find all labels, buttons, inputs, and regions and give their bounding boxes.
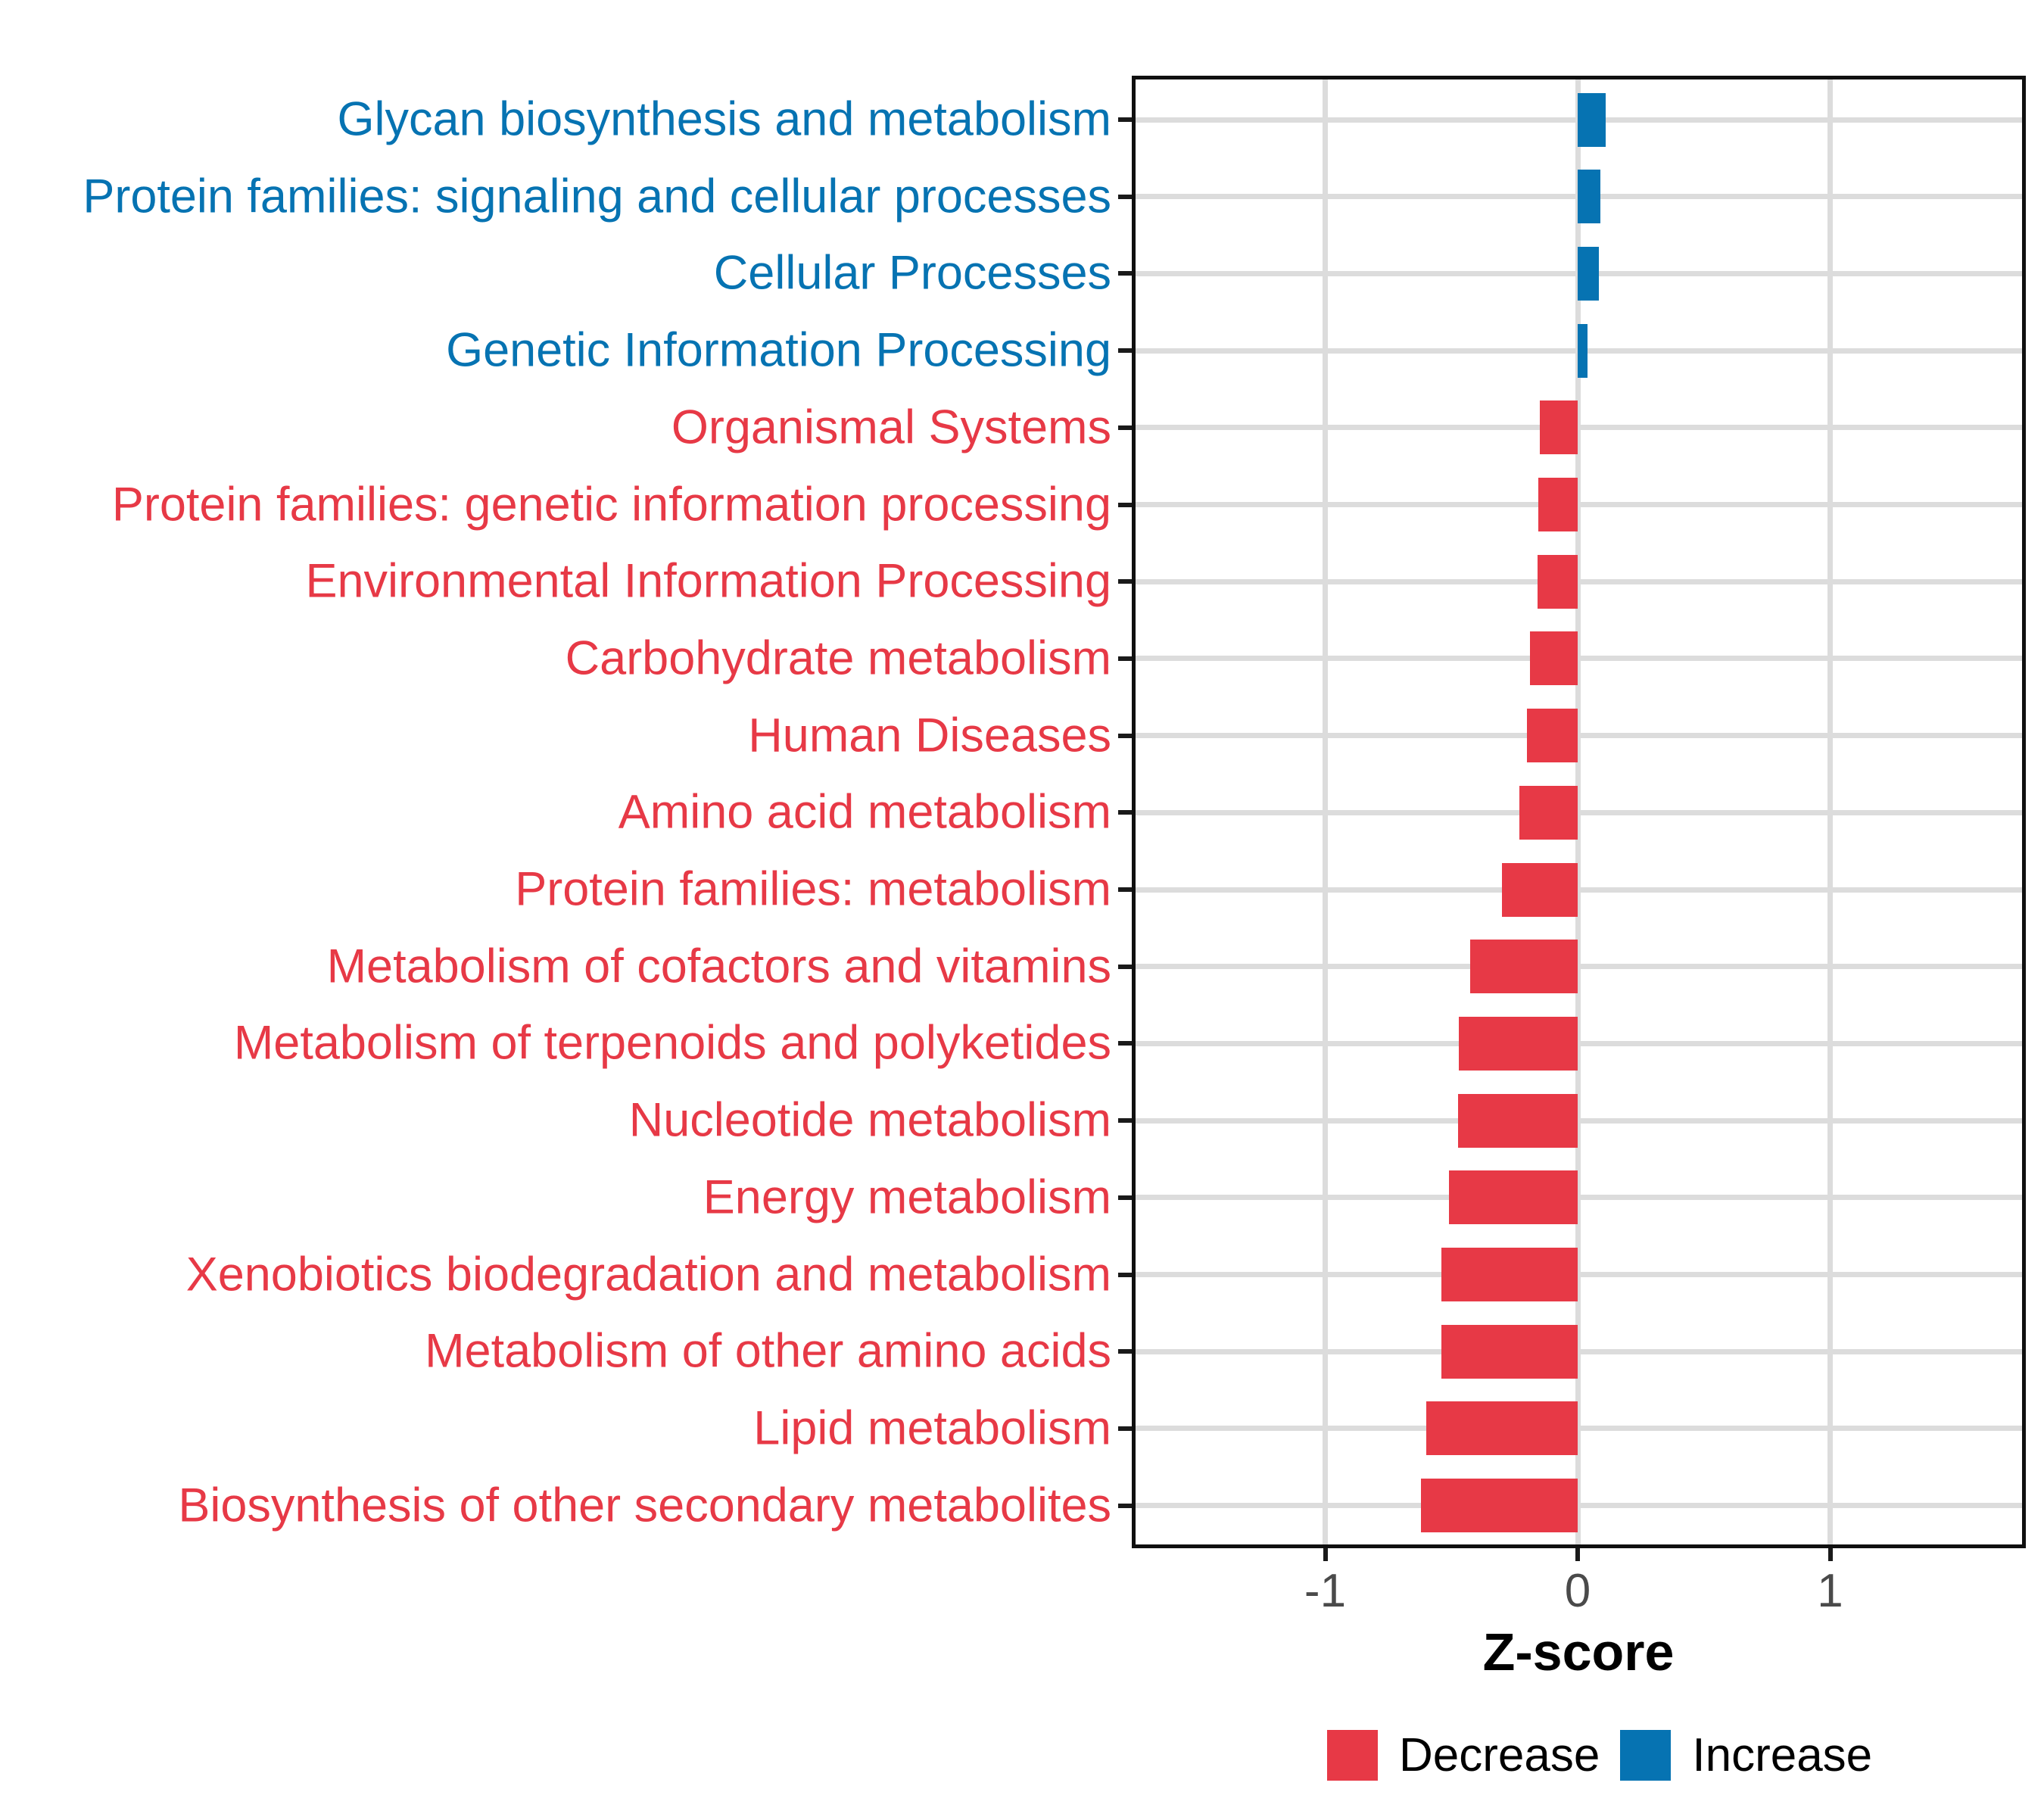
category-label: Environmental Information Processing xyxy=(305,554,1111,608)
category-label: Genetic Information Processing xyxy=(446,323,1111,377)
y-tick xyxy=(1118,964,1132,969)
category-label: Protein families: signaling and cellular… xyxy=(83,170,1111,223)
x-tick-label: 0 xyxy=(1564,1565,1591,1617)
y-tick xyxy=(1118,425,1132,430)
bar xyxy=(1578,92,1606,147)
h-gridline xyxy=(1132,1040,2026,1046)
y-tick xyxy=(1118,733,1132,738)
h-gridline xyxy=(1132,656,2026,662)
category-label: Energy metabolism xyxy=(703,1170,1111,1224)
plot-panel xyxy=(1132,76,2026,1548)
bar xyxy=(1539,400,1578,455)
bar xyxy=(1578,246,1600,301)
category-label: Amino acid metabolism xyxy=(618,785,1111,839)
bar xyxy=(1519,785,1578,840)
y-tick xyxy=(1118,194,1132,199)
legend: Decrease Increase xyxy=(1327,1728,1872,1782)
x-tick xyxy=(1827,1548,1833,1561)
h-gridline xyxy=(1132,1117,2026,1124)
h-gridline xyxy=(1132,1503,2026,1509)
category-label: Metabolism of cofactors and vitamins xyxy=(326,940,1111,993)
bar xyxy=(1578,323,1588,378)
category-label: Lipid metabolism xyxy=(753,1401,1111,1455)
y-tick xyxy=(1118,1195,1132,1200)
y-tick xyxy=(1118,1272,1132,1277)
bar xyxy=(1459,1016,1578,1071)
x-tick-label: 1 xyxy=(1817,1565,1843,1617)
category-label: Protein families: metabolism xyxy=(515,862,1111,916)
y-tick xyxy=(1118,348,1132,354)
category-label: Biosynthesis of other secondary metaboli… xyxy=(178,1479,1111,1532)
y-tick xyxy=(1118,1349,1132,1354)
bar xyxy=(1426,1401,1578,1456)
x-axis-title: Z-score xyxy=(1482,1622,1675,1681)
category-label: Metabolism of terpenoids and polyketides xyxy=(233,1016,1111,1070)
bar xyxy=(1448,1170,1578,1225)
y-tick xyxy=(1118,887,1132,892)
h-gridline xyxy=(1132,425,2026,431)
h-gridline xyxy=(1132,1348,2026,1354)
bar xyxy=(1441,1324,1578,1379)
bar xyxy=(1538,478,1578,531)
y-tick xyxy=(1118,656,1132,661)
bar xyxy=(1470,940,1578,994)
bar xyxy=(1421,1479,1578,1533)
bar xyxy=(1501,862,1578,917)
y-tick xyxy=(1118,1426,1132,1431)
y-tick xyxy=(1118,117,1132,122)
h-gridline xyxy=(1132,1426,2026,1432)
h-gridline xyxy=(1132,1195,2026,1201)
legend-item-increase: Increase xyxy=(1620,1728,1872,1782)
h-gridline xyxy=(1132,578,2026,584)
y-tick xyxy=(1118,1041,1132,1046)
h-gridline xyxy=(1132,964,2026,970)
bar xyxy=(1529,631,1578,686)
y-tick xyxy=(1118,810,1132,815)
legend-item-decrease: Decrease xyxy=(1327,1728,1600,1782)
y-tick xyxy=(1118,579,1132,584)
category-label: Carbohydrate metabolism xyxy=(565,631,1111,685)
category-label: Metabolism of other amino acids xyxy=(425,1324,1111,1378)
increase-swatch xyxy=(1620,1730,1672,1781)
category-label: Protein families: genetic information pr… xyxy=(111,478,1111,531)
category-label: Nucleotide metabolism xyxy=(628,1093,1111,1147)
h-gridline xyxy=(1132,1272,2026,1277)
y-tick xyxy=(1118,1503,1132,1508)
h-gridline xyxy=(1132,809,2026,815)
bar xyxy=(1578,170,1600,224)
h-gridline xyxy=(1132,733,2026,739)
legend-label-decrease: Decrease xyxy=(1399,1729,1600,1781)
category-label: Organismal Systems xyxy=(671,400,1111,454)
h-gridline xyxy=(1132,502,2026,507)
y-tick xyxy=(1118,271,1132,276)
h-gridline xyxy=(1132,887,2026,893)
bar xyxy=(1457,1093,1578,1148)
bar xyxy=(1537,554,1578,609)
category-label: Glycan biosynthesis and metabolism xyxy=(337,92,1112,146)
y-tick xyxy=(1118,1118,1132,1124)
x-tick-label: -1 xyxy=(1304,1565,1347,1617)
category-label: Human Diseases xyxy=(748,709,1111,762)
category-label: Cellular Processes xyxy=(713,246,1111,300)
bar xyxy=(1441,1248,1578,1301)
decrease-swatch xyxy=(1327,1730,1378,1781)
bar xyxy=(1527,709,1578,763)
y-tick xyxy=(1118,502,1132,507)
x-tick xyxy=(1575,1548,1580,1561)
legend-label-increase: Increase xyxy=(1692,1729,1873,1781)
x-tick xyxy=(1323,1548,1328,1561)
category-label: Xenobiotics biodegradation and metabolis… xyxy=(185,1248,1111,1301)
